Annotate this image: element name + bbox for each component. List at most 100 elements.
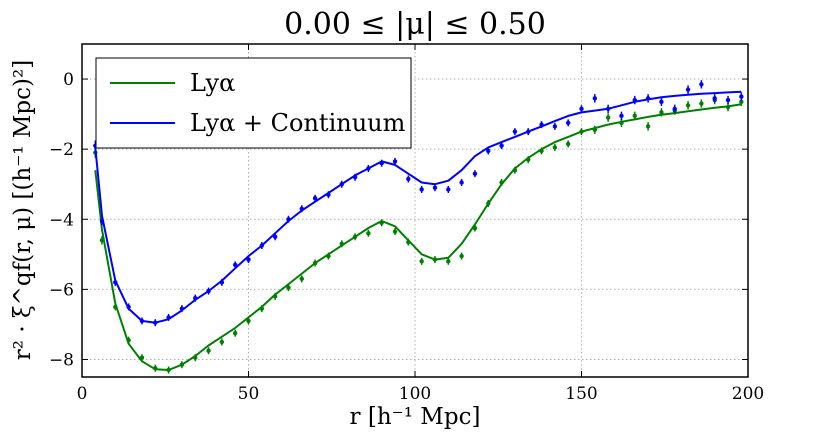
data-point-lya xyxy=(299,276,304,282)
data-point-lya xyxy=(725,104,731,110)
data-point-lya-continuum xyxy=(685,87,691,92)
data-point-lya xyxy=(153,366,158,371)
y-tick-label: 0 xyxy=(63,70,74,90)
model-line-lya-continuum xyxy=(94,90,742,324)
chart-title: 0.00 ≤ |μ| ≤ 0.50 xyxy=(284,7,546,42)
data-point-lya xyxy=(432,257,438,262)
data-point-lya xyxy=(632,113,637,119)
legend-label-lya: Lyα xyxy=(190,69,235,97)
data-point-lya-continuum xyxy=(326,192,331,197)
data-point-lya xyxy=(326,253,331,259)
data-point-lya xyxy=(219,339,225,345)
data-point-lya-continuum xyxy=(379,160,384,166)
data-point-lya xyxy=(685,103,691,108)
data-point-lya-continuum xyxy=(472,171,478,176)
data-point-lya xyxy=(113,304,118,310)
data-point-lya xyxy=(526,157,531,162)
data-point-lya xyxy=(206,348,211,353)
y-tick-label: −2 xyxy=(49,140,74,160)
data-point-lya-continuum xyxy=(232,262,238,268)
data-point-lya-continuum xyxy=(166,315,171,320)
model-line-lya xyxy=(94,103,742,371)
x-tick-label: 100 xyxy=(399,384,431,404)
data-point-lya-continuum xyxy=(179,306,185,311)
data-point-lya-continuum xyxy=(565,120,571,126)
data-point-lya-continuum xyxy=(632,97,637,103)
y-tick-label: −8 xyxy=(49,350,74,370)
y-tick-label: −6 xyxy=(49,280,74,300)
data-point-lya-continuum xyxy=(113,280,118,285)
data-point-lya-continuum xyxy=(512,129,518,134)
data-point-lya xyxy=(259,306,265,311)
y-tick-label: −4 xyxy=(49,210,74,230)
data-point-lya-continuum xyxy=(699,82,704,87)
data-point-lya xyxy=(565,141,571,147)
data-point-lya-continuum xyxy=(605,106,611,112)
y-axis-label: r² · ξ^qf(r, μ) [(h⁻¹ Mpc)²] xyxy=(10,60,36,360)
data-point-lya xyxy=(645,124,651,129)
data-point-lya xyxy=(193,355,198,360)
data-point-lya-continuum xyxy=(592,96,598,101)
data-point-lya-continuum xyxy=(246,257,251,262)
x-tick-label: 50 xyxy=(238,384,260,404)
data-point-lya xyxy=(419,259,424,264)
x-tick-label: 0 xyxy=(77,384,88,404)
data-point-lya xyxy=(552,145,558,150)
data-point-lya xyxy=(539,148,544,154)
data-point-lya-continuum xyxy=(659,99,664,105)
data-point-lya-continuum xyxy=(725,97,731,103)
data-point-lya-continuum xyxy=(206,288,211,294)
data-point-lya-continuum xyxy=(432,185,438,190)
data-point-lya-continuum xyxy=(153,320,158,325)
data-point-lya xyxy=(619,120,624,126)
x-axis-label: r [h⁻¹ Mpc] xyxy=(350,404,481,430)
data-point-lya-continuum xyxy=(619,113,624,119)
data-point-lya xyxy=(406,239,411,245)
data-point-lya xyxy=(166,367,171,373)
data-point-lya xyxy=(312,260,318,266)
data-point-lya xyxy=(126,337,131,343)
data-point-lya xyxy=(392,229,398,234)
data-point-lya-continuum xyxy=(219,280,225,285)
data-point-lya xyxy=(446,259,451,264)
data-point-lya-continuum xyxy=(645,96,651,101)
data-point-lya xyxy=(232,330,238,336)
data-point-lya-continuum xyxy=(339,182,344,187)
legend: Lyα Lyα + Continuum xyxy=(95,57,412,149)
data-point-lya xyxy=(139,355,145,360)
x-tick-label: 200 xyxy=(732,384,764,404)
data-point-lya-continuum xyxy=(539,122,544,127)
data-point-lya-continuum xyxy=(392,159,398,164)
data-point-lya-continuum xyxy=(486,148,491,154)
legend-label-lya-continuum: Lyα + Continuum xyxy=(190,109,406,137)
data-point-lya xyxy=(499,180,504,185)
data-point-lya xyxy=(605,115,611,120)
data-point-lya xyxy=(592,127,598,133)
data-point-lya xyxy=(179,362,185,367)
data-point-lya-continuum xyxy=(312,196,318,201)
data-point-lya xyxy=(579,129,584,134)
data-point-lya-continuum xyxy=(99,218,105,224)
data-point-lya xyxy=(459,253,464,259)
data-point-lya-continuum xyxy=(286,217,291,222)
series-lya xyxy=(93,95,744,374)
data-point-lya-continuum xyxy=(139,318,145,324)
data-point-lya-continuum xyxy=(299,206,304,211)
data-point-lya-continuum xyxy=(459,180,464,185)
data-point-lya-continuum xyxy=(712,96,717,101)
series-lya-continuum xyxy=(93,80,744,327)
data-point-lya-continuum xyxy=(579,106,584,112)
data-point-lya xyxy=(486,201,491,206)
data-point-lya-continuum xyxy=(446,187,451,192)
data-point-lya xyxy=(659,110,664,115)
data-point-lya xyxy=(339,241,344,246)
data-point-lya-continuum xyxy=(739,94,744,99)
data-point-lya-continuum xyxy=(672,106,677,112)
data-point-lya-continuum xyxy=(552,124,558,129)
data-point-lya xyxy=(286,285,291,290)
series-layer xyxy=(93,80,744,374)
data-point-lya-continuum xyxy=(419,187,424,192)
data-point-lya xyxy=(512,167,518,173)
data-point-lya-continuum xyxy=(406,176,411,182)
